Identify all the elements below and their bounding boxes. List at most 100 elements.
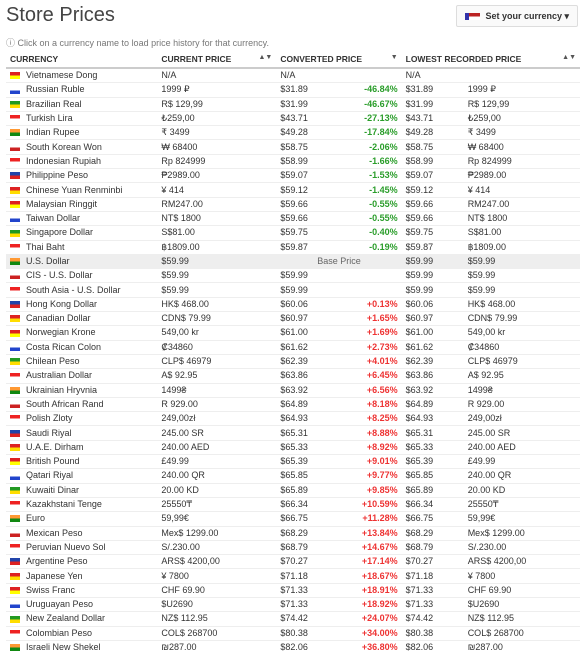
current-price: 59,99€ — [157, 511, 277, 526]
current-price: CLP$ 46979 — [157, 353, 277, 369]
currency-name[interactable]: Japanese Yen — [22, 568, 158, 584]
price-diff: -46.84% — [332, 82, 402, 98]
currency-name[interactable]: Swiss Franc — [22, 582, 158, 598]
currency-name[interactable]: Vietnamese Dong — [22, 67, 158, 83]
flag-cell — [6, 182, 22, 198]
price-diff — [332, 268, 402, 283]
currency-button[interactable]: Set your currency ▾ — [456, 5, 578, 27]
lowest-local-price: 20.00 KD — [463, 482, 580, 498]
price-diff: +9.01% — [332, 454, 402, 469]
currency-name[interactable]: Uruguayan Peso — [22, 596, 158, 612]
table-row: Kazakhstani Tenge 25550₸ $66.34 +10.59% $66.… — [6, 496, 580, 512]
currency-name[interactable]: Turkish Lira — [22, 110, 158, 126]
flag-cell — [6, 282, 22, 298]
currency-name[interactable]: CIS - U.S. Dollar — [22, 268, 158, 283]
converted-price: $59.87 — [276, 239, 333, 255]
currency-name[interactable]: Ukrainian Hryvnia — [22, 382, 158, 398]
flag — [10, 558, 20, 566]
converted-price: $62.39 — [276, 353, 333, 369]
currency-name[interactable]: Costa Rican Colon — [22, 339, 158, 355]
current-price: NZ$ 112.95 — [157, 611, 277, 627]
table-row: Uruguayan Peso $U2690 $71.33 +18.92% $71.33 $… — [6, 596, 580, 612]
converted-price: $71.33 — [276, 596, 333, 612]
current-price: ¥ 7800 — [157, 568, 277, 584]
currency-name[interactable]: Philippine Peso — [22, 168, 158, 183]
currency-name[interactable]: Singapore Dollar — [22, 225, 158, 241]
currency-name[interactable]: British Pound — [22, 454, 158, 469]
col-header-text[interactable]: CURRENT PRICE — [161, 53, 232, 64]
currency-name[interactable]: Israeli New Shekel — [22, 639, 158, 655]
flag — [10, 415, 20, 423]
currency-name[interactable]: Brazilian Real — [22, 96, 158, 112]
currency-name[interactable]: Saudi Riyal — [22, 425, 158, 441]
currency-name[interactable]: Kazakhstani Tenge — [22, 496, 158, 512]
currency-name[interactable]: New Zealand Dollar — [22, 611, 158, 627]
col-header-text[interactable]: LOWEST RECORDED PRICE — [405, 53, 522, 64]
currency-name[interactable]: Malaysian Ringgit — [22, 196, 158, 212]
flag — [10, 501, 20, 509]
lowest-price: $63.86 — [401, 368, 464, 384]
flag-cell — [6, 468, 22, 484]
lowest-price: $61.62 — [401, 339, 464, 355]
table-row: Ukrainian Hryvnia 1499₴ $63.92 +6.56% $63.92… — [6, 382, 580, 398]
lowest-price: $59.99 — [401, 253, 464, 269]
currency-name[interactable]: U.A.E. Dirham — [22, 439, 158, 455]
currency-name[interactable]: Russian Ruble — [22, 82, 158, 98]
col-header[interactable]: CURRENT PRICE ▲▼ — [157, 50, 277, 69]
currency-name[interactable]: Kuwaiti Dinar — [22, 482, 158, 498]
currency-name[interactable]: Euro — [22, 511, 158, 526]
currency-name[interactable]: Chinese Yuan Renminbi — [22, 182, 158, 198]
currency-name[interactable]: Chilean Peso — [22, 353, 158, 369]
currency-name[interactable]: South Korean Won — [22, 139, 158, 155]
price-diff: +18.67% — [332, 568, 402, 584]
col-header[interactable]: CONVERTED PRICE ▼ — [276, 50, 402, 69]
flag-cell — [6, 325, 22, 341]
lowest-local-price: NZ$ 112.95 — [463, 611, 580, 627]
currency-name[interactable]: Peruvian Nuevo Sol — [22, 539, 158, 555]
currency-name[interactable]: Argentine Peso — [22, 554, 158, 569]
flag-cell — [6, 525, 22, 541]
currency-name[interactable]: Canadian Dollar — [22, 311, 158, 326]
flag — [10, 529, 20, 537]
flag — [10, 515, 20, 523]
col-header[interactable]: CURRENCY — [6, 50, 158, 69]
currency-name[interactable]: Indian Rupee — [22, 125, 158, 140]
flag-cell — [6, 368, 22, 384]
currency-name[interactable]: Taiwan Dollar — [22, 210, 158, 226]
currency-name[interactable]: South African Rand — [22, 396, 158, 412]
lowest-price: $43.71 — [401, 110, 464, 126]
lowest-price: N/A — [401, 67, 464, 83]
currency-name[interactable]: Australian Dollar — [22, 368, 158, 384]
col-header[interactable]: LOWEST RECORDED PRICE ▲▼ — [401, 50, 580, 69]
currency-name[interactable]: Polish Zloty — [22, 411, 158, 426]
button-label[interactable]: Set your currency — [485, 11, 562, 21]
currency-name[interactable]: U.S. Dollar — [22, 253, 158, 269]
lowest-price: $59.75 — [401, 225, 464, 241]
converted-price: $64.89 — [276, 396, 333, 412]
lowest-price: $63.92 — [401, 382, 464, 398]
current-price: 240.00 QR — [157, 468, 277, 484]
currency-name[interactable]: South Asia - U.S. Dollar — [22, 282, 158, 298]
currency-name[interactable]: Norwegian Krone — [22, 325, 158, 341]
price-diff: +1.65% — [332, 311, 402, 326]
lowest-price: $59.99 — [401, 268, 464, 283]
lowest-price: $31.89 — [401, 82, 464, 98]
currency-name[interactable]: Mexican Peso — [22, 525, 158, 541]
currency-name[interactable]: Colombian Peso — [22, 625, 158, 641]
lowest-local-price: $U2690 — [463, 596, 580, 612]
lowest-price: $70.27 — [401, 554, 464, 569]
currency-name[interactable]: Indonesian Rupiah — [22, 153, 158, 169]
currency-name[interactable]: Hong Kong Dollar — [22, 296, 158, 312]
lowest-price: $49.28 — [401, 125, 464, 140]
flag-cell — [6, 110, 22, 126]
currency-name[interactable]: Qatari Riyal — [22, 468, 158, 484]
current-price: 25550₸ — [157, 496, 277, 512]
flag-cell — [6, 496, 22, 512]
flag-cell — [6, 411, 22, 426]
currency-name[interactable]: Thai Baht — [22, 239, 158, 255]
flag-cell — [6, 196, 22, 212]
lowest-price: $71.33 — [401, 596, 464, 612]
col-header-text[interactable]: CONVERTED PRICE — [280, 53, 363, 64]
table-row: U.S. Dollar $59.99 Base Price $59.99 $59.99 — [6, 253, 580, 269]
